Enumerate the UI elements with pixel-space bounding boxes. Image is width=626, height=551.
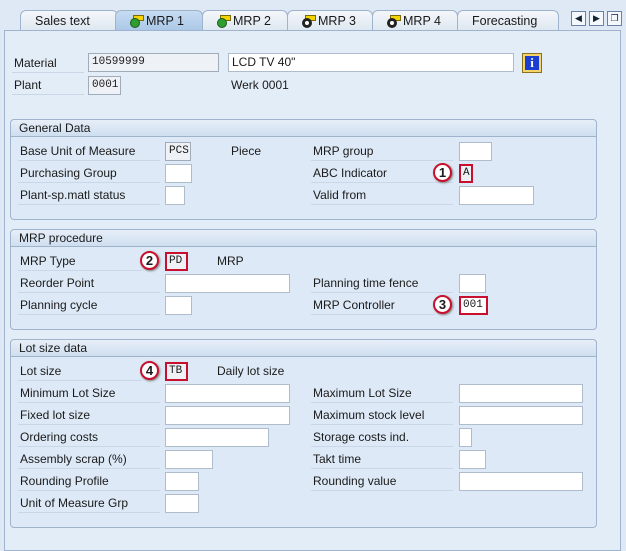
- mrp-group-field[interactable]: [459, 142, 492, 161]
- assembly-scrap-label: Assembly scrap (%): [18, 450, 160, 469]
- tab-mrp4[interactable]: MRP 4: [372, 10, 458, 31]
- mrp-group-label: MRP group: [311, 142, 453, 161]
- lot-size-label: Lot size: [18, 362, 142, 381]
- purchasing-group-label: Purchasing Group: [18, 164, 160, 183]
- rounding-value-field[interactable]: [459, 472, 583, 491]
- storage-costs-field[interactable]: [459, 428, 472, 447]
- general-data-group: General Data: [10, 119, 597, 220]
- max-stock-level-field[interactable]: [459, 406, 583, 425]
- tab-mrp1[interactable]: MRP 1: [115, 10, 203, 32]
- group-title: Lot size data: [11, 340, 596, 357]
- tab-label: Forecasting: [472, 14, 538, 28]
- tab-label: Sales text: [35, 14, 90, 28]
- material-description-field[interactable]: LCD TV 40": [228, 53, 514, 72]
- mrp-type-field[interactable]: PD: [165, 252, 188, 271]
- tab-list-icon[interactable]: ❐: [607, 11, 622, 26]
- mrp-procedure-group: MRP procedure: [10, 229, 597, 330]
- matl-status-label: Plant-sp.matl status: [18, 186, 160, 205]
- min-lot-size-label: Minimum Lot Size: [18, 384, 160, 403]
- group-title: General Data: [11, 120, 596, 137]
- min-lot-size-field[interactable]: [165, 384, 290, 403]
- mrp-type-text: MRP: [217, 254, 244, 268]
- scroll-right-icon[interactable]: ▶: [589, 11, 604, 26]
- rounding-profile-label: Rounding Profile: [18, 472, 160, 491]
- mrp-type-label: MRP Type: [18, 252, 142, 271]
- rounding-value-label: Rounding value: [311, 472, 453, 491]
- planning-cycle-field[interactable]: [165, 296, 192, 315]
- uom-group-field[interactable]: [165, 494, 199, 513]
- plant-field[interactable]: 0001: [88, 76, 121, 95]
- callout-badge-1: 1: [433, 163, 452, 182]
- ordering-costs-label: Ordering costs: [18, 428, 160, 447]
- lot-size-field[interactable]: TB: [165, 362, 188, 381]
- group-title: MRP procedure: [11, 230, 596, 247]
- base-uom-field[interactable]: PCS: [165, 142, 191, 161]
- purchasing-group-field[interactable]: [165, 164, 192, 183]
- callout-badge-4: 4: [140, 361, 159, 380]
- lot-size-data-group: Lot size data: [10, 339, 597, 528]
- base-uom-text: Piece: [231, 144, 262, 158]
- max-lot-size-field[interactable]: [459, 384, 583, 403]
- tab-mrp3[interactable]: MRP 3: [287, 10, 373, 31]
- radio-icon: [302, 15, 316, 28]
- material-label: Material: [12, 54, 84, 73]
- tab-label: MRP 2: [233, 14, 271, 28]
- callout-badge-2: 2: [140, 251, 159, 270]
- tab-forecasting[interactable]: Forecasting: [457, 10, 559, 31]
- info-button[interactable]: i: [522, 53, 542, 73]
- planning-cycle-label: Planning cycle: [18, 296, 160, 315]
- takt-time-label: Takt time: [311, 450, 453, 469]
- base-uom-label: Base Unit of Measure: [18, 142, 160, 161]
- scroll-left-icon[interactable]: ◀: [571, 11, 586, 26]
- mrp-controller-label: MRP Controller: [311, 296, 435, 315]
- mrp-controller-field[interactable]: 001: [459, 296, 488, 315]
- ordering-costs-field[interactable]: [165, 428, 269, 447]
- rounding-profile-field[interactable]: [165, 472, 199, 491]
- fixed-lot-size-field[interactable]: [165, 406, 290, 425]
- valid-from-field[interactable]: [459, 186, 534, 205]
- tab-sales-text[interactable]: Sales text: [20, 10, 118, 31]
- reorder-point-field[interactable]: [165, 274, 290, 293]
- plant-name: Werk 0001: [231, 78, 289, 92]
- reorder-point-label: Reorder Point: [18, 274, 160, 293]
- abc-indicator-field[interactable]: A: [459, 164, 473, 183]
- tab-label: MRP 1: [146, 14, 184, 28]
- matl-status-field[interactable]: [165, 186, 185, 205]
- material-field[interactable]: 10599999: [88, 53, 219, 72]
- plant-label: Plant: [12, 76, 84, 95]
- check-icon: [130, 15, 144, 28]
- radio-icon: [387, 15, 401, 28]
- takt-time-field[interactable]: [459, 450, 486, 469]
- info-icon: i: [525, 56, 539, 70]
- planning-time-fence-field[interactable]: [459, 274, 486, 293]
- tab-mrp2[interactable]: MRP 2: [202, 10, 288, 31]
- max-lot-size-label: Maximum Lot Size: [311, 384, 453, 403]
- callout-badge-3: 3: [433, 295, 452, 314]
- planning-time-fence-label: Planning time fence: [311, 274, 453, 293]
- max-stock-level-label: Maximum stock level: [311, 406, 453, 425]
- tab-label: MRP 4: [403, 14, 441, 28]
- valid-from-label: Valid from: [311, 186, 453, 205]
- storage-costs-label: Storage costs ind.: [311, 428, 453, 447]
- check-icon: [217, 15, 231, 28]
- fixed-lot-size-label: Fixed lot size: [18, 406, 160, 425]
- assembly-scrap-field[interactable]: [165, 450, 213, 469]
- tab-label: MRP 3: [318, 14, 356, 28]
- uom-group-label: Unit of Measure Grp: [18, 494, 160, 513]
- lot-size-text: Daily lot size: [217, 364, 285, 378]
- abc-indicator-label: ABC Indicator: [311, 164, 453, 183]
